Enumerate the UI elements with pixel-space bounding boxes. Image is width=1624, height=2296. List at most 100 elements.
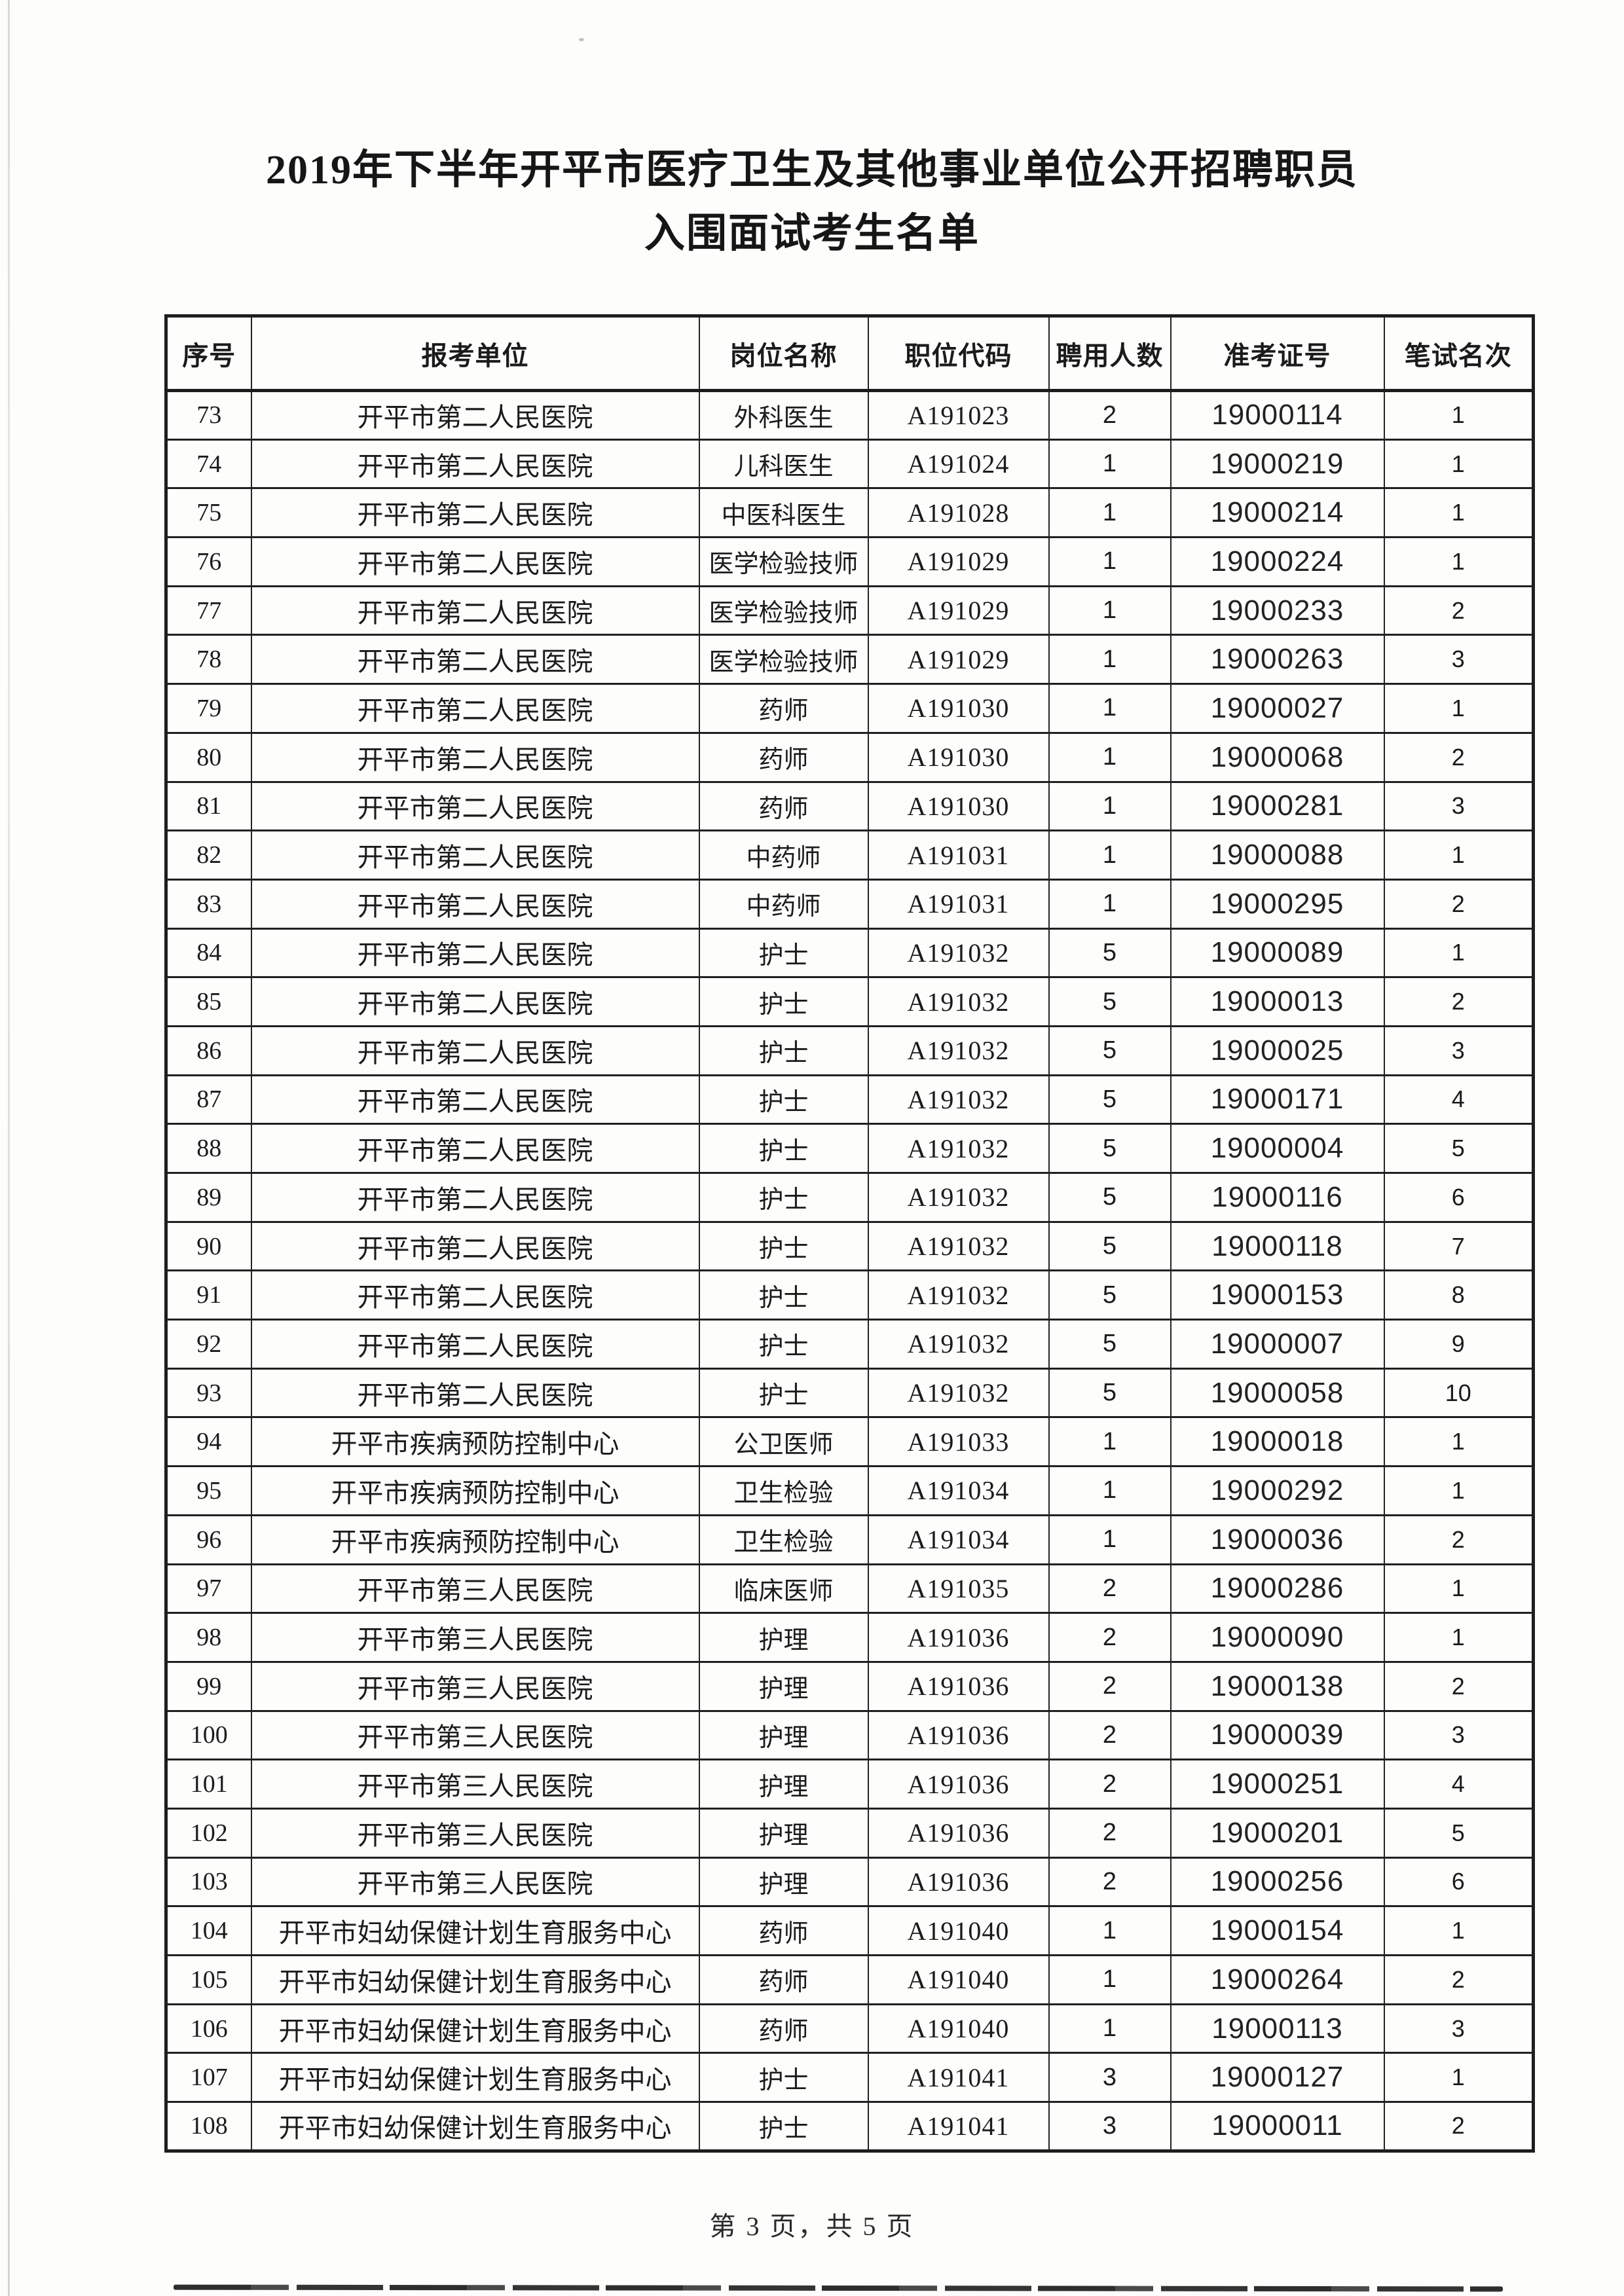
cell-hires: 2 (1048, 1563, 1172, 1614)
cell-code: A191034 (867, 1465, 1050, 1516)
cell-unit: 开平市第二人民医院 (250, 1319, 700, 1370)
cell-index: 77 (165, 585, 252, 636)
cell-ticket: 19000286 (1170, 1563, 1385, 1614)
cell-code: A191035 (867, 1563, 1050, 1614)
page-number: 第 3 页，共 5 页 (709, 2212, 915, 2241)
cell-code: A191030 (867, 683, 1050, 734)
cell-unit: 开平市第二人民医院 (250, 731, 700, 783)
cell-rank: 4 (1383, 1758, 1534, 1810)
cell-rank: 1 (1383, 1905, 1534, 1956)
cell-unit: 开平市第二人民医院 (250, 1220, 700, 1272)
cell-index: 98 (165, 1612, 252, 1663)
cell-position: 药师 (698, 1954, 869, 2005)
cell-code: A191032 (867, 976, 1050, 1027)
cell-rank: 2 (1383, 1660, 1534, 1712)
table-row: 93 开平市第二人民医院 护士 A191032 5 19000058 10 (165, 1367, 1534, 1419)
cell-ticket: 19000114 (1170, 390, 1385, 441)
cell-index: 103 (165, 1856, 252, 1908)
cell-hires: 2 (1048, 390, 1172, 441)
cell-hires: 1 (1048, 731, 1172, 783)
cell-hires: 5 (1048, 1025, 1172, 1076)
cell-ticket: 19000219 (1170, 438, 1385, 490)
cell-ticket: 19000007 (1170, 1319, 1385, 1370)
cell-code: A191036 (867, 1660, 1050, 1712)
table-row: 101 开平市第三人民医院 护理 A191036 2 19000251 4 (165, 1758, 1534, 1810)
cell-position: 卫生检验 (698, 1514, 869, 1565)
column-header-position: 岗位名称 (698, 315, 869, 392)
cell-index: 83 (165, 878, 252, 930)
column-header-index: 序号 (165, 315, 252, 392)
cell-hires: 5 (1048, 1074, 1172, 1125)
cell-code: A191036 (867, 1856, 1050, 1908)
cell-hires: 1 (1048, 1954, 1172, 2005)
cell-ticket: 19000154 (1170, 1905, 1385, 1956)
cell-code: A191030 (867, 780, 1050, 832)
cell-code: A191031 (867, 878, 1050, 930)
cell-code: A191032 (867, 1172, 1050, 1223)
scan-speck (579, 38, 584, 41)
table-row: 76 开平市第二人民医院 医学检验技师 A191029 1 19000224 1 (165, 536, 1534, 587)
cell-position: 儿科医生 (698, 438, 869, 490)
table-row: 74 开平市第二人民医院 儿科医生 A191024 1 19000219 1 (165, 438, 1534, 490)
cell-unit: 开平市第三人民医院 (250, 1758, 700, 1810)
cell-hires: 1 (1048, 1465, 1172, 1516)
cell-rank: 8 (1383, 1269, 1534, 1321)
cell-index: 88 (165, 1123, 252, 1174)
cell-code: A191032 (867, 1123, 1050, 1174)
cell-rank: 1 (1383, 487, 1534, 539)
table-row: 108 开平市妇幼保健计划生育服务中心 护士 A191041 3 19000011 2 (165, 2101, 1534, 2152)
cell-unit: 开平市妇幼保健计划生育服务中心 (250, 2052, 700, 2104)
cell-ticket: 19000292 (1170, 1465, 1385, 1516)
cell-rank: 2 (1383, 731, 1534, 783)
cell-ticket: 19000233 (1170, 585, 1385, 636)
cell-code: A191028 (867, 487, 1050, 539)
cell-unit: 开平市第二人民医院 (250, 1074, 700, 1125)
cell-position: 护士 (698, 2052, 869, 2104)
cell-position: 药师 (698, 2003, 869, 2054)
candidate-roster-table: 序号 报考单位 岗位名称 职位代码 聘用人数 准考证号 笔试名次 73 开平市第二人民医院 外科… (164, 314, 1535, 2153)
table-row: 81 开平市第二人民医院 药师 A191030 1 19000281 3 (165, 780, 1534, 832)
cell-rank: 1 (1383, 438, 1534, 490)
column-header-ticket: 准考证号 (1170, 315, 1385, 392)
cell-position: 药师 (698, 1905, 869, 1956)
cell-hires: 1 (1048, 1514, 1172, 1565)
cell-rank: 9 (1383, 1319, 1534, 1370)
cell-index: 80 (165, 731, 252, 783)
cell-position: 护士 (698, 1220, 869, 1272)
cell-unit: 开平市第三人民医院 (250, 1856, 700, 1908)
cell-code: A191024 (867, 438, 1050, 490)
cell-index: 106 (165, 2003, 252, 2054)
cell-code: A191029 (867, 634, 1050, 685)
cell-unit: 开平市第二人民医院 (250, 536, 700, 587)
cell-hires: 5 (1048, 1319, 1172, 1370)
cell-ticket: 19000118 (1170, 1220, 1385, 1272)
cell-position: 护士 (698, 976, 869, 1027)
cell-ticket: 19000068 (1170, 731, 1385, 783)
table-row: 95 开平市疾病预防控制中心 卫生检验 A191034 1 19000292 1 (165, 1465, 1534, 1516)
table-row: 94 开平市疾病预防控制中心 公卫医师 A191033 1 19000018 1 (165, 1416, 1534, 1468)
cell-rank: 1 (1383, 927, 1534, 979)
cell-code: A191032 (867, 1269, 1050, 1321)
table-row: 77 开平市第二人民医院 医学检验技师 A191029 1 19000233 2 (165, 585, 1534, 636)
cell-unit: 开平市第三人民医院 (250, 1807, 700, 1859)
cell-ticket: 19000013 (1170, 976, 1385, 1027)
cell-code: A191023 (867, 390, 1050, 441)
table-row: 106 开平市妇幼保健计划生育服务中心 药师 A191040 1 19000113 3 (165, 2003, 1534, 2054)
cell-unit: 开平市疾病预防控制中心 (250, 1465, 700, 1516)
cell-code: A191032 (867, 1367, 1050, 1419)
page-title: 2019年下半年开平市医疗卫生及其他事业单位公开招聘职员 入围面试考生名单 (0, 139, 1624, 266)
scan-artifact-line (173, 2284, 1504, 2292)
cell-hires: 5 (1048, 1269, 1172, 1321)
cell-ticket: 19000116 (1170, 1172, 1385, 1223)
table-row: 87 开平市第二人民医院 护士 A191032 5 19000171 4 (165, 1074, 1534, 1125)
cell-position: 护理 (698, 1709, 869, 1761)
cell-position: 临床医师 (698, 1563, 869, 1614)
cell-ticket: 19000088 (1170, 829, 1385, 881)
cell-ticket: 19000263 (1170, 634, 1385, 685)
cell-ticket: 19000256 (1170, 1856, 1385, 1908)
cell-position: 护理 (698, 1758, 869, 1810)
cell-unit: 开平市第二人民医院 (250, 634, 700, 685)
cell-code: A191036 (867, 1758, 1050, 1810)
table-row: 97 开平市第三人民医院 临床医师 A191035 2 19000286 1 (165, 1563, 1534, 1614)
cell-unit: 开平市妇幼保健计划生育服务中心 (250, 1905, 700, 1956)
